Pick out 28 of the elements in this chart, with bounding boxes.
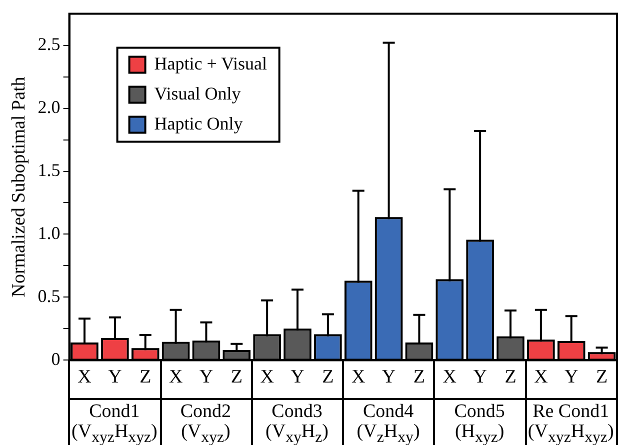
y-tick-label: 0	[51, 348, 60, 369]
x-tick-label: X	[260, 366, 274, 388]
y-tick-label: 1.5	[38, 160, 60, 180]
x-tick-label: X	[534, 366, 548, 388]
x-tick-label: Z	[322, 366, 334, 388]
x-tick-label: Y	[199, 366, 214, 388]
x-tick-label: Z	[413, 366, 426, 388]
x-tick-label: X	[78, 366, 92, 388]
legend-label: Visual Only	[154, 84, 241, 104]
x-tick-label: Y	[382, 366, 396, 388]
x-tick-label: Z	[504, 366, 516, 388]
x-tick-label: Y	[473, 366, 488, 388]
y-axis-title: Normalized Suboptimal Path	[8, 76, 30, 298]
x-tick-label: Z	[596, 366, 608, 388]
y-tick-label: 0.5	[38, 286, 60, 306]
y-tick-label: 1.0	[38, 222, 60, 243]
legend-label: Haptic + Visual	[154, 54, 268, 74]
x-tick-label: Y	[290, 366, 305, 388]
legend-label: Haptic Only	[154, 114, 243, 134]
x-tick-label: X	[442, 366, 457, 388]
x-tick-label: X	[351, 366, 366, 388]
y-tick-label: 2.0	[38, 97, 60, 118]
y-tick-label: 2.5	[38, 34, 60, 54]
x-tick-label: Z	[140, 366, 152, 388]
x-tick-label: Z	[230, 366, 242, 388]
x-tick-label: Y	[108, 366, 122, 388]
x-tick-label: X	[168, 366, 183, 388]
x-tick-label: Y	[564, 366, 578, 388]
